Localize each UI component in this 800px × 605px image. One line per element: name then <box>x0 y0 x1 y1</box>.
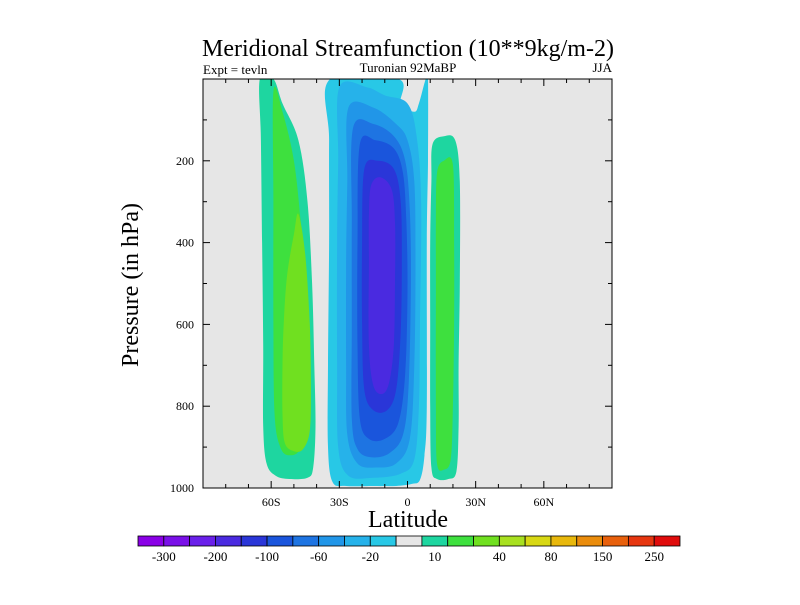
colorbar-swatch <box>369 535 397 547</box>
contour-region-nh-cell-weak <box>476 119 492 464</box>
x-tick-label: 60N <box>533 495 554 509</box>
colorbar-swatch <box>189 535 216 547</box>
contour-region-sh-polar-low <box>225 295 249 450</box>
colorbar-swatch <box>447 535 474 547</box>
colorbar-label: -200 <box>204 549 228 564</box>
colorbar: -300 -200 -100 -60 -20 10 40 80 150 250 <box>137 535 681 564</box>
contour-region-nh-cell-inner <box>435 157 455 471</box>
colorbar-label: 10 <box>428 549 441 564</box>
colorbar-swatch <box>627 535 655 547</box>
experiment-label: Expt = tevln <box>203 62 268 77</box>
colorbar-swatch <box>215 535 242 547</box>
colorbar-swatch <box>653 535 681 547</box>
colorbar-swatch <box>421 535 449 547</box>
colorbar-swatch <box>395 535 423 547</box>
colorbar-label: 250 <box>644 549 664 564</box>
y-tick-label: 800 <box>176 399 194 413</box>
x-tick-label: 0 <box>405 495 411 509</box>
axes: 60S 30S 0 30N 60N 200 400 600 800 1000 <box>170 79 613 509</box>
y-tick-label: 200 <box>176 154 194 168</box>
x-axis-label: Latitude <box>368 507 448 533</box>
x-tick-label: 30S <box>330 495 349 509</box>
colorbar-label: -60 <box>310 549 327 564</box>
colorbar-label: 40 <box>493 549 506 564</box>
colorbar-swatch <box>550 535 578 547</box>
colorbar-swatch <box>266 535 294 547</box>
colorbar-swatch <box>137 535 165 547</box>
y-tick-label: 1000 <box>170 481 194 495</box>
chart-title: Meridional Streamfunction (10**9kg/m-2) <box>202 36 614 62</box>
plot-area <box>202 78 613 489</box>
x-tick-label: 60S <box>262 495 281 509</box>
colorbar-label: -20 <box>362 549 379 564</box>
colorbar-swatch <box>602 535 629 547</box>
colorbar-swatch <box>163 535 191 547</box>
colorbar-label: 80 <box>544 549 557 564</box>
contour-region-sh-cell-core <box>282 213 311 452</box>
colorbar-label: -100 <box>255 549 279 564</box>
colorbar-label: 150 <box>593 549 613 564</box>
colorbar-swatch <box>318 535 345 547</box>
colorbar-swatch <box>524 535 552 547</box>
contour-fills <box>223 79 492 487</box>
colorbar-swatch <box>240 535 268 547</box>
y-tick-label: 600 <box>176 317 194 331</box>
colorbar-swatch <box>292 535 320 547</box>
colorbar-swatch <box>576 535 603 547</box>
season-label: JJA <box>592 60 612 75</box>
colorbar-label: -300 <box>152 549 176 564</box>
contour-region-eq-cell-core <box>368 177 396 395</box>
x-tick-label: 30N <box>465 495 486 509</box>
period-label: Turonian 92MaBP <box>360 60 457 75</box>
y-tick-label: 400 <box>176 236 194 250</box>
colorbar-swatch <box>498 535 526 547</box>
colorbar-swatch <box>344 535 371 547</box>
y-axis-label: Pressure (in hPa) <box>118 203 144 367</box>
contour-region-sh-polar-thin <box>223 79 229 169</box>
colorbar-swatch <box>473 535 500 547</box>
